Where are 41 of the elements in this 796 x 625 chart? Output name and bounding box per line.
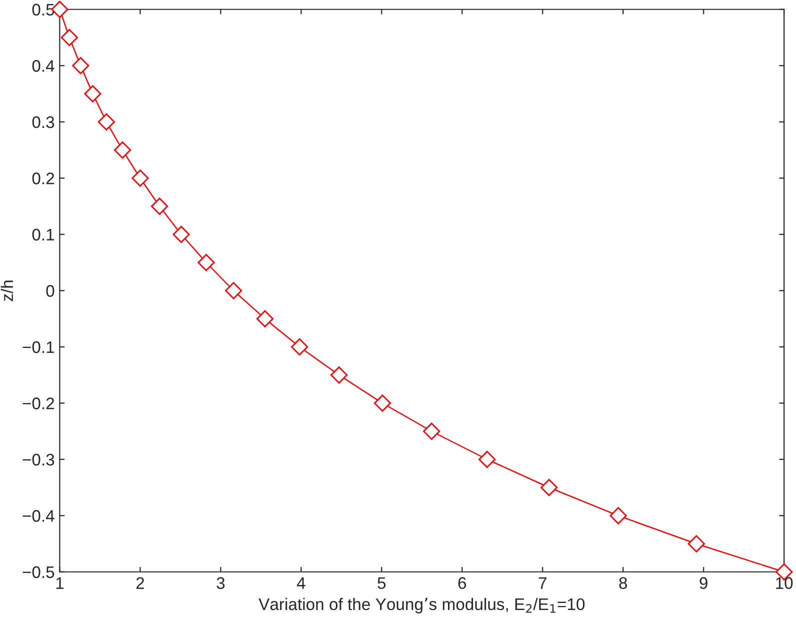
y-tick-label: 0.4 — [32, 60, 54, 72]
y-tick-label: −0.3 — [22, 454, 54, 466]
x-tick-label: 7 — [538, 577, 546, 589]
point — [540, 478, 558, 496]
x-axis-title: Variation of the Young’s modulus, E$_{2}$/E$_{1}$=10 — [258, 598, 585, 614]
x-tick-label: 8 — [619, 577, 627, 589]
point — [132, 170, 149, 187]
point — [224, 282, 242, 300]
y-tick-label: 0 — [46, 285, 54, 297]
point — [330, 366, 348, 384]
point — [422, 422, 440, 440]
y-axis-title: z/h — [0, 280, 14, 302]
point — [688, 535, 705, 552]
x-tick-label: 3 — [216, 577, 225, 589]
y-tick-label: 0.3 — [32, 116, 54, 128]
x-tick-label: 4 — [296, 577, 306, 589]
point — [84, 85, 102, 102]
point — [98, 113, 115, 130]
y-tick-label: −0.5 — [22, 566, 54, 578]
point — [290, 338, 308, 356]
y-tick-label: −0.4 — [22, 510, 54, 522]
x-tick-label: 2 — [136, 577, 144, 589]
point — [150, 198, 168, 215]
x-tick-label: 1 — [56, 577, 64, 589]
x-tick-label: 9 — [700, 577, 708, 589]
x-tick-label: 5 — [378, 577, 386, 589]
x-tick-label: 10 — [776, 577, 793, 589]
y-tick-label: 0.1 — [32, 228, 54, 241]
point — [72, 57, 90, 74]
point — [172, 226, 190, 243]
point — [610, 507, 627, 524]
point — [478, 450, 496, 468]
x-tick-label: 6 — [458, 577, 466, 589]
y-tick-label: −0.2 — [22, 398, 54, 410]
point — [60, 28, 78, 46]
point — [114, 141, 132, 159]
point — [198, 254, 215, 272]
point — [374, 394, 391, 412]
y-tick-label: −0.1 — [22, 341, 54, 354]
y-tick-label: 0.2 — [32, 172, 54, 184]
point — [256, 310, 274, 328]
